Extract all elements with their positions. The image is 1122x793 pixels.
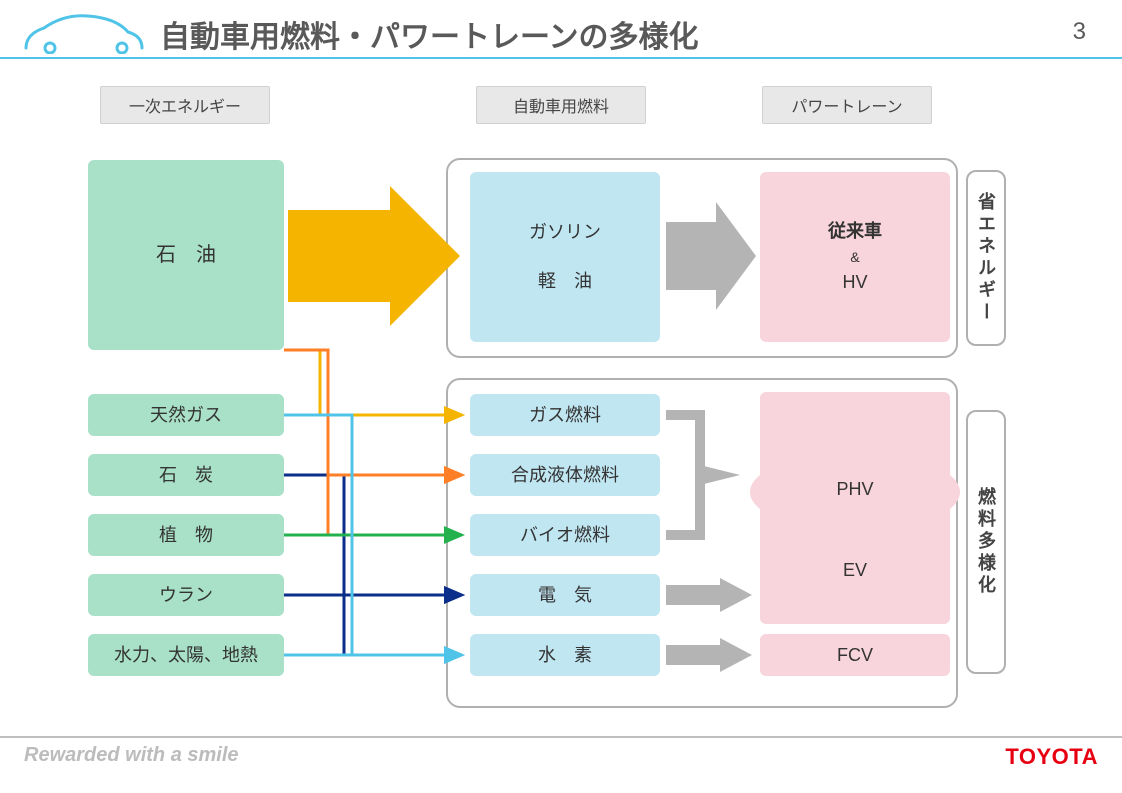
- arrow-oil-gasoline: [288, 186, 460, 326]
- ev-label: EV: [843, 556, 867, 585]
- col-header-powertrain: パワートレーン: [762, 86, 932, 124]
- box-renewables: 水力、太陽、地熱: [88, 634, 284, 676]
- footer-right: TOYOTA: [1005, 744, 1098, 770]
- col-header-primary: 一次エネルギー: [100, 86, 270, 124]
- wire-coal-electric: [284, 475, 462, 595]
- box-natural-gas: 天然ガス: [88, 394, 284, 436]
- page-title: 自動車用燃料・パワートレーンの多様化: [160, 12, 699, 56]
- box-gas-fuel: ガス燃料: [470, 394, 660, 436]
- box-plant: 植 物: [88, 514, 284, 556]
- box-fcv: FCV: [760, 634, 950, 676]
- phv-label: PHV: [836, 475, 873, 504]
- hv-label: HV: [842, 268, 867, 297]
- box-conventional-hv: 従来車 & HV: [760, 172, 950, 342]
- box-synth-fuel: 合成液体燃料: [470, 454, 660, 496]
- footer-left: Rewarded with a smile: [24, 744, 239, 767]
- box-hydrogen: 水 素: [470, 634, 660, 676]
- diesel-label: 軽 油: [538, 267, 592, 296]
- header: 自動車用燃料・パワートレーンの多様化 3: [0, 0, 1122, 64]
- vlabel-fuel-diversity: 燃料多様化: [966, 410, 1006, 674]
- footer-line: [0, 736, 1122, 738]
- header-line: [0, 57, 1122, 59]
- box-electric: 電 気: [470, 574, 660, 616]
- wire-plant-synth: [284, 475, 462, 535]
- car-icon: [24, 6, 144, 54]
- conventional-label: 従来車: [828, 217, 882, 246]
- wire-renewables-electric: [284, 595, 462, 655]
- and-label: &: [850, 246, 859, 268]
- box-coal: 石 炭: [88, 454, 284, 496]
- box-gasoline-diesel: ガソリン 軽 油: [470, 172, 660, 342]
- vlabel-energy-saving: 省エネルギー: [966, 170, 1006, 346]
- col-header-fuel: 自動車用燃料: [476, 86, 646, 124]
- page-number: 3: [1073, 18, 1086, 46]
- wire-gas-synth: [284, 415, 462, 475]
- wire-gas-hydrogen: [284, 415, 462, 655]
- box-phv-ev: PHV EV: [760, 392, 950, 624]
- gasoline-label: ガソリン: [529, 218, 601, 247]
- wire-oil-lower-synth: [284, 350, 462, 475]
- box-oil: 石 油: [88, 160, 284, 350]
- box-uranium: ウラン: [88, 574, 284, 616]
- box-bio-fuel: バイオ燃料: [470, 514, 660, 556]
- wire-oil-lower-gas_fuel: [284, 350, 462, 415]
